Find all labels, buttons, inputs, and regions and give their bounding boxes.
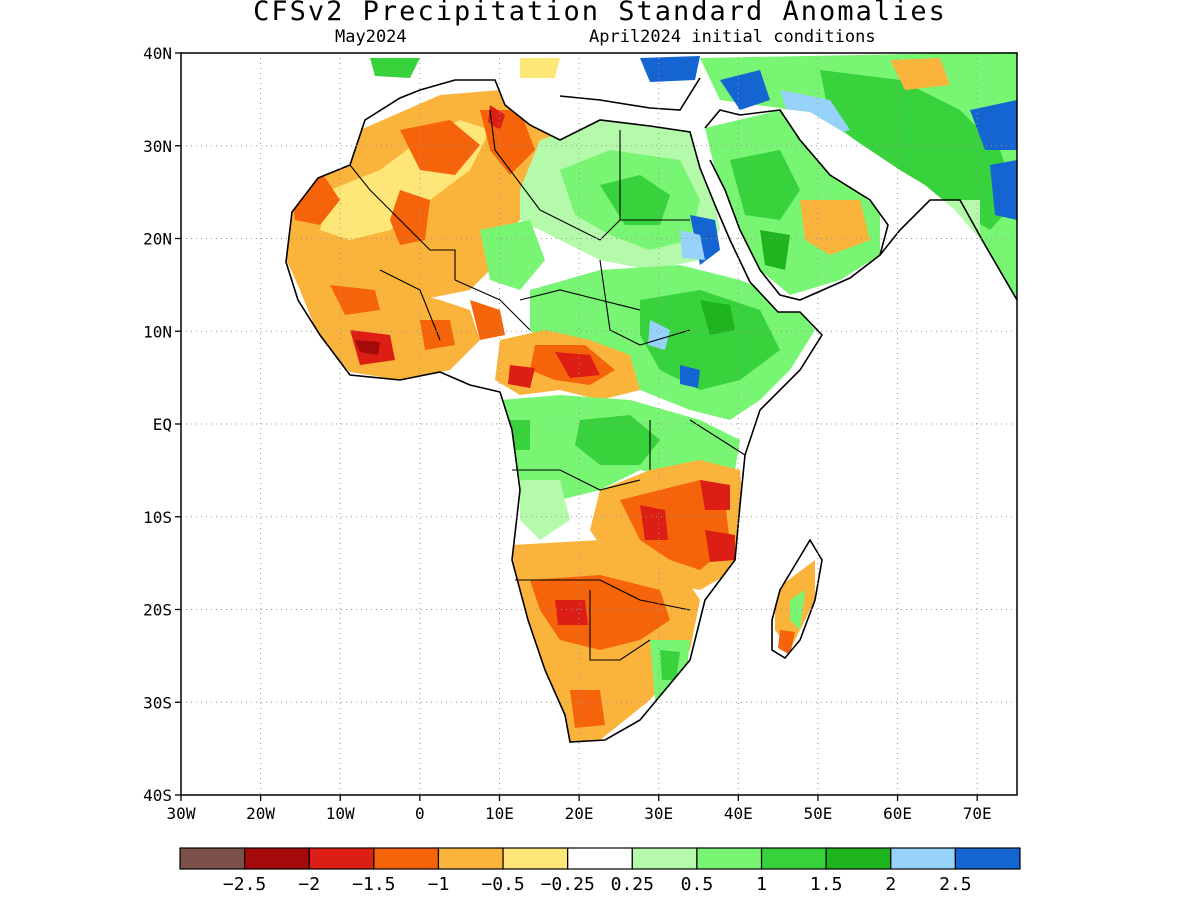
longitude-tick-label: 0 xyxy=(415,804,425,823)
latitude-tick-label: EQ xyxy=(153,415,172,434)
longitude-tick-label: 10W xyxy=(326,804,355,823)
colorbar-label: 1 xyxy=(756,874,767,895)
latitude-tick-label: 40N xyxy=(143,44,172,63)
colorbar-label: 0.25 xyxy=(611,874,654,895)
colorbar-label: −0.25 xyxy=(541,874,595,895)
longitude-tick-label: 30W xyxy=(167,804,196,823)
colorbar-label: 0.5 xyxy=(681,874,714,895)
longitude-tick-label: 70E xyxy=(963,804,992,823)
longitude-labels: 30W 20W 10W 0 10E 20E 30E 40E 50E 60E 70E xyxy=(167,804,992,823)
colorbar-swatch xyxy=(373,847,440,870)
latitude-tick-label: 30S xyxy=(143,693,172,712)
colorbar-label: 2 xyxy=(885,874,896,895)
latitude-tick-label: 10S xyxy=(143,508,172,527)
colorbar-swatch xyxy=(244,847,310,870)
colorbar-labels: −2.5 −2 −1.5 −1 −0.5 −0.25 0.25 0.5 1 1.5 2 2.5 xyxy=(223,874,972,895)
colorbar-swatch xyxy=(179,847,246,870)
coastlines xyxy=(285,77,1018,743)
latitude-tick-label: 30N xyxy=(143,137,172,156)
longitude-tick-label: 30E xyxy=(644,804,673,823)
latitude-labels: 40N 30N 20N 10N EQ 10S 20S 30S 40S xyxy=(143,44,172,805)
colorbar-label: 2.5 xyxy=(939,874,972,895)
colorbar-swatch xyxy=(502,847,569,870)
colorbar-swatch xyxy=(696,847,763,870)
latitude-tick-label: 20N xyxy=(143,230,172,249)
colorbar-label: 1.5 xyxy=(810,874,843,895)
longitude-tick-label: 50E xyxy=(803,804,832,823)
latitude-tick-label: 40S xyxy=(143,786,172,805)
colorbar xyxy=(179,847,1021,870)
country-borders xyxy=(349,109,746,661)
longitude-tick-label: 20W xyxy=(246,804,275,823)
axis-ticks xyxy=(175,52,978,801)
colorbar-label: −2 xyxy=(298,874,320,895)
latitude-tick-label: 20S xyxy=(143,601,172,620)
chart-title: CFSv2 Precipitation Standard Anomalies xyxy=(253,0,947,27)
valid-month-label: May2024 xyxy=(335,27,407,47)
colorbar-swatch xyxy=(567,847,633,870)
latitude-tick-label: 10N xyxy=(143,322,172,341)
colorbar-label: −1 xyxy=(428,874,450,895)
graticule xyxy=(181,53,1017,795)
colorbar-swatch xyxy=(631,847,698,870)
colorbar-label: −1.5 xyxy=(352,874,395,895)
colorbar-label: −2.5 xyxy=(223,874,266,895)
initial-conditions-label: April2024 initial conditions xyxy=(589,27,876,47)
colorbar-swatch xyxy=(760,847,827,870)
colorbar-label: −0.5 xyxy=(481,874,524,895)
longitude-tick-label: 40E xyxy=(724,804,753,823)
colorbar-swatch xyxy=(890,847,956,870)
longitude-tick-label: 10E xyxy=(485,804,514,823)
longitude-tick-label: 60E xyxy=(883,804,912,823)
colorbar-swatch xyxy=(437,847,504,870)
colorbar-swatch xyxy=(954,847,1021,870)
colorbar-swatch xyxy=(825,847,892,870)
colorbar-swatch xyxy=(308,847,375,870)
longitude-tick-label: 20E xyxy=(565,804,594,823)
